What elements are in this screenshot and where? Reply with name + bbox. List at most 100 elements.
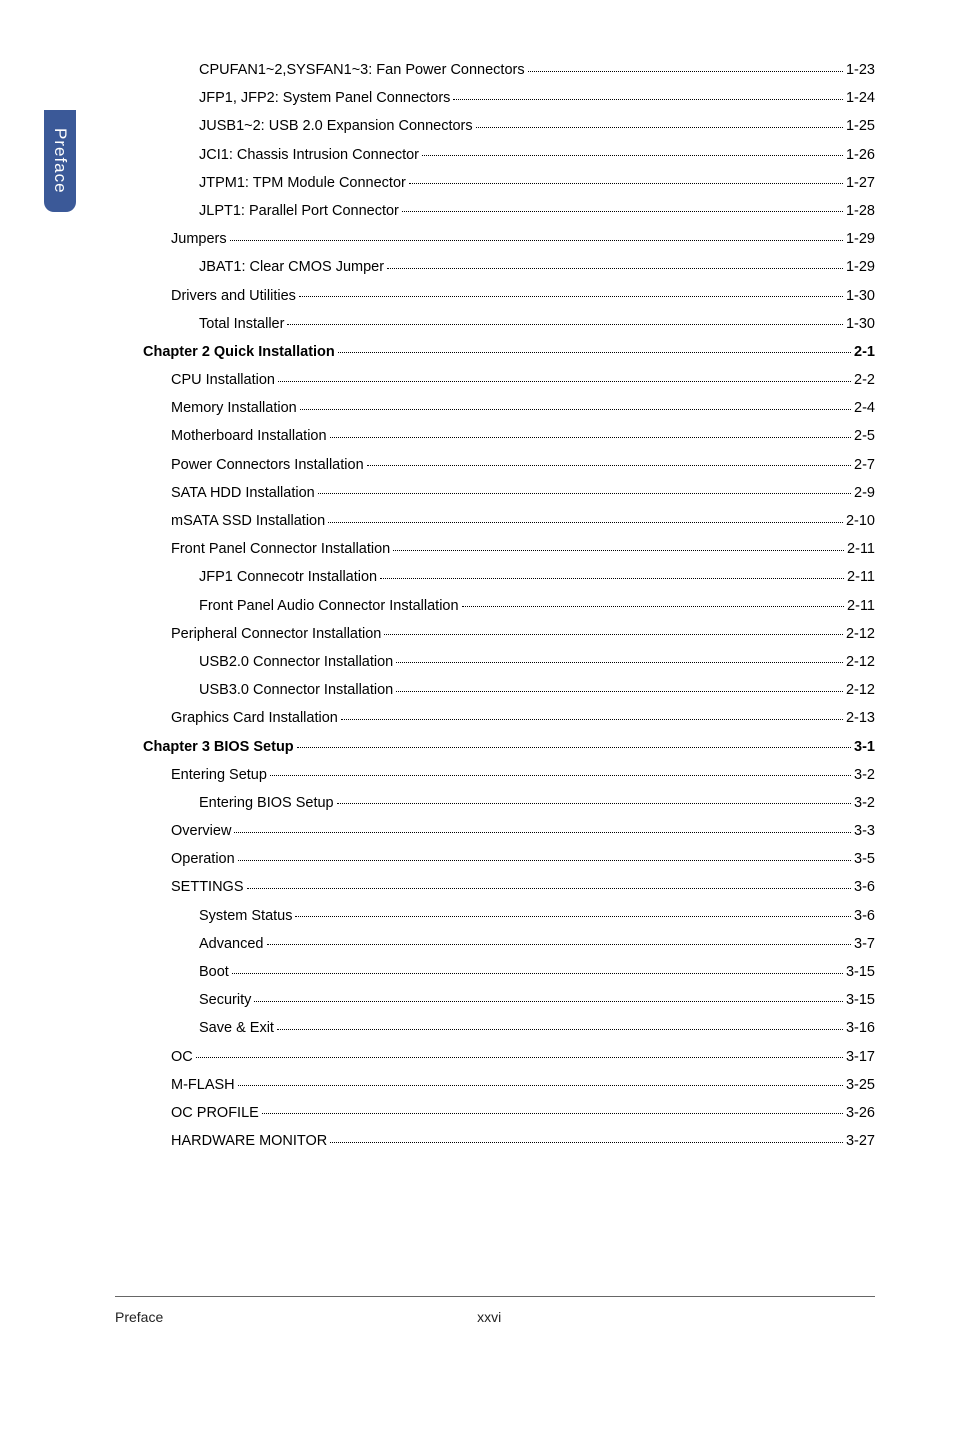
toc-dots [234,832,851,833]
toc-dots [254,1001,843,1002]
sidebar-tab: Preface [44,110,76,212]
footer-divider [115,1296,875,1297]
toc-dots [367,465,851,466]
toc-label: Total Installer [199,317,284,332]
toc-line: Advanced 3-7 [115,937,875,952]
toc-label: OC [171,1050,193,1065]
toc-label: JCI1: Chassis Intrusion Connector [199,148,419,163]
toc-line: Peripheral Connector Installation 2-12 [115,627,875,642]
toc-line: Chapter 3 BIOS Setup3-1 [115,740,875,755]
toc-page: 2-12 [846,683,875,698]
toc-dots [262,1113,843,1114]
toc-line: Drivers and Utilities1-30 [115,289,875,304]
toc-page: 2-13 [846,711,875,726]
toc-label: Graphics Card Installation [171,711,338,726]
toc-label: M-FLASH [171,1078,235,1093]
toc-label: Advanced [199,937,264,952]
toc-dots [338,352,851,353]
toc-line: System Status3-6 [115,909,875,924]
toc-label: CPUFAN1~2,SYSFAN1~3: Fan Power Connector… [199,63,525,78]
toc-line: mSATA SSD Installation2-10 [115,514,875,529]
toc-label: Memory Installation [171,401,297,416]
toc-line: JBAT1: Clear CMOS Jumper 1-29 [115,260,875,275]
toc-label: JFP1 Connecotr Installation [199,570,377,585]
toc-line: M-FLASH 3-25 [115,1078,875,1093]
toc-dots [337,803,851,804]
toc-label: JFP1, JFP2: System Panel Connectors [199,91,450,106]
toc-page: 2-12 [846,627,875,642]
toc-page: 3-25 [846,1078,875,1093]
sidebar-label: Preface [51,128,70,194]
toc-line: Total Installer 1-30 [115,317,875,332]
toc-line: Front Panel Audio Connector Installation… [115,599,875,614]
toc-label: Security [199,993,251,1008]
toc-page: 3-6 [854,880,875,895]
toc-dots [341,719,843,720]
toc-page: 2-4 [854,401,875,416]
toc-line: OC PROFILE3-26 [115,1106,875,1121]
toc-dots [232,973,843,974]
toc-page: 2-9 [854,486,875,501]
toc-dots [384,634,843,635]
toc-page: 1-27 [846,176,875,191]
toc-page: 3-15 [846,993,875,1008]
toc-line: SETTINGS3-6 [115,880,875,895]
toc-dots [196,1057,843,1058]
toc-label: Peripheral Connector Installation [171,627,381,642]
toc-dots [277,1029,843,1030]
toc-line: HARDWARE MONITOR3-27 [115,1134,875,1149]
toc-label: USB3.0 Connector Installation [199,683,393,698]
toc-dots [476,127,843,128]
toc-label: Chapter 3 BIOS Setup [143,740,294,755]
toc-line: Entering BIOS Setup3-2 [115,796,875,811]
toc-line: Memory Installation 2-4 [115,401,875,416]
toc-dots [328,522,843,523]
toc-dots [278,381,851,382]
toc-line: Save & Exit3-16 [115,1021,875,1036]
toc-line: Operation3-5 [115,852,875,867]
toc-line: USB2.0 Connector Installation2-12 [115,655,875,670]
toc-line: SATA HDD Installation2-9 [115,486,875,501]
toc-line: CPU Installation2-2 [115,373,875,388]
toc-page: 1-25 [846,119,875,134]
toc-dots [287,324,843,325]
toc-container: CPUFAN1~2,SYSFAN1~3: Fan Power Connector… [115,63,875,1162]
toc-dots [396,662,843,663]
toc-page: 1-24 [846,91,875,106]
toc-dots [528,71,843,72]
toc-page: 2-12 [846,655,875,670]
toc-page: 2-5 [854,429,875,444]
toc-dots [402,211,843,212]
toc-page: 3-16 [846,1021,875,1036]
footer: Preface xxvi [115,1309,875,1325]
toc-dots [330,437,851,438]
toc-line: Security 3-15 [115,993,875,1008]
toc-page: 2-2 [854,373,875,388]
toc-dots [297,747,851,748]
toc-page: 2-7 [854,458,875,473]
toc-page: 1-30 [846,317,875,332]
toc-line: Jumpers1-29 [115,232,875,247]
toc-dots [238,860,851,861]
toc-line: JTPM1: TPM Module Connector 1-27 [115,176,875,191]
toc-dots [238,1085,843,1086]
toc-dots [396,691,843,692]
toc-label: System Status [199,909,292,924]
toc-page: 3-27 [846,1134,875,1149]
toc-label: Entering Setup [171,768,267,783]
toc-page: 3-15 [846,965,875,980]
toc-label: Power Connectors Installation [171,458,364,473]
toc-label: mSATA SSD Installation [171,514,325,529]
toc-page: 1-23 [846,63,875,78]
toc-line: Graphics Card Installation 2-13 [115,711,875,726]
toc-dots [409,183,843,184]
toc-page: 3-7 [854,937,875,952]
toc-page: 3-5 [854,852,875,867]
toc-line: JUSB1~2: USB 2.0 Expansion Connectors1-2… [115,119,875,134]
toc-dots [267,944,852,945]
toc-label: JBAT1: Clear CMOS Jumper [199,260,384,275]
toc-line: JFP1 Connecotr Installation2-11 [115,570,875,585]
toc-page: 1-29 [846,260,875,275]
toc-line: OC3-17 [115,1050,875,1065]
toc-label: Drivers and Utilities [171,289,296,304]
